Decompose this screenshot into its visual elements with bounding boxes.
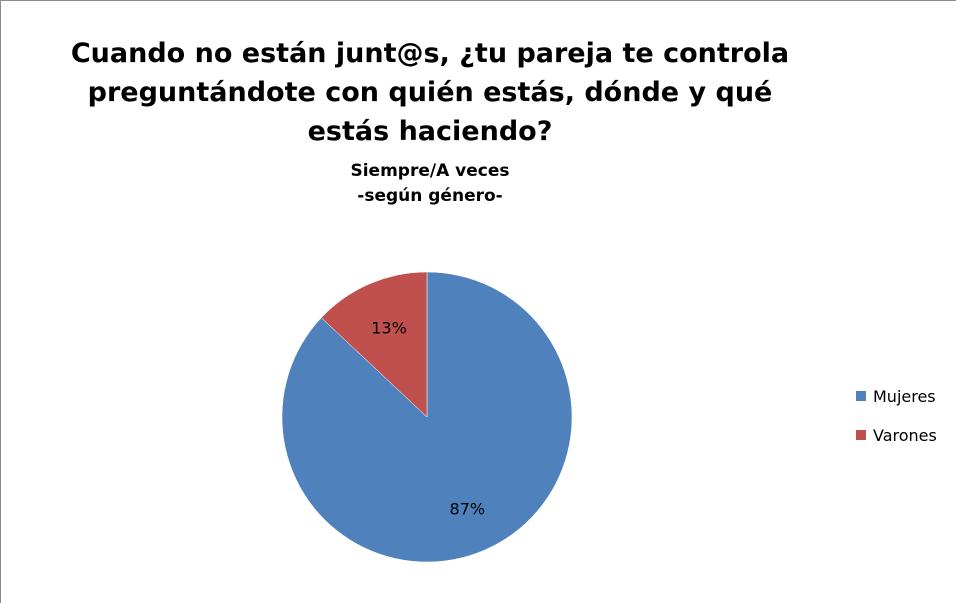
legend-swatch-varones	[856, 430, 866, 440]
chart-subtitle: Siempre/A veces -según género-	[330, 159, 530, 209]
pie-slice-varones	[320, 271, 428, 418]
legend-label-mujeres: Mujeres	[873, 386, 936, 406]
legend-label-varones: Varones	[873, 425, 937, 445]
data-label-mujeres: 87%	[450, 500, 486, 519]
chart-title: Cuando no están junt@s, ¿tu pareja te co…	[70, 38, 790, 147]
legend-item-mujeres: Mujeres	[856, 386, 937, 406]
pie-data-labels: 87% 13%	[371, 319, 485, 519]
data-label-varones: 13%	[371, 319, 407, 338]
pie-slices	[281, 271, 573, 563]
subtitle-line-2: -según género-	[357, 186, 503, 206]
subtitle-line-1: Siempre/A veces	[350, 161, 510, 181]
legend-item-varones: Varones	[856, 425, 937, 445]
legend: Mujeres Varones	[856, 386, 937, 464]
pie-slice-mujeres	[281, 271, 573, 563]
legend-swatch-mujeres	[856, 391, 866, 401]
